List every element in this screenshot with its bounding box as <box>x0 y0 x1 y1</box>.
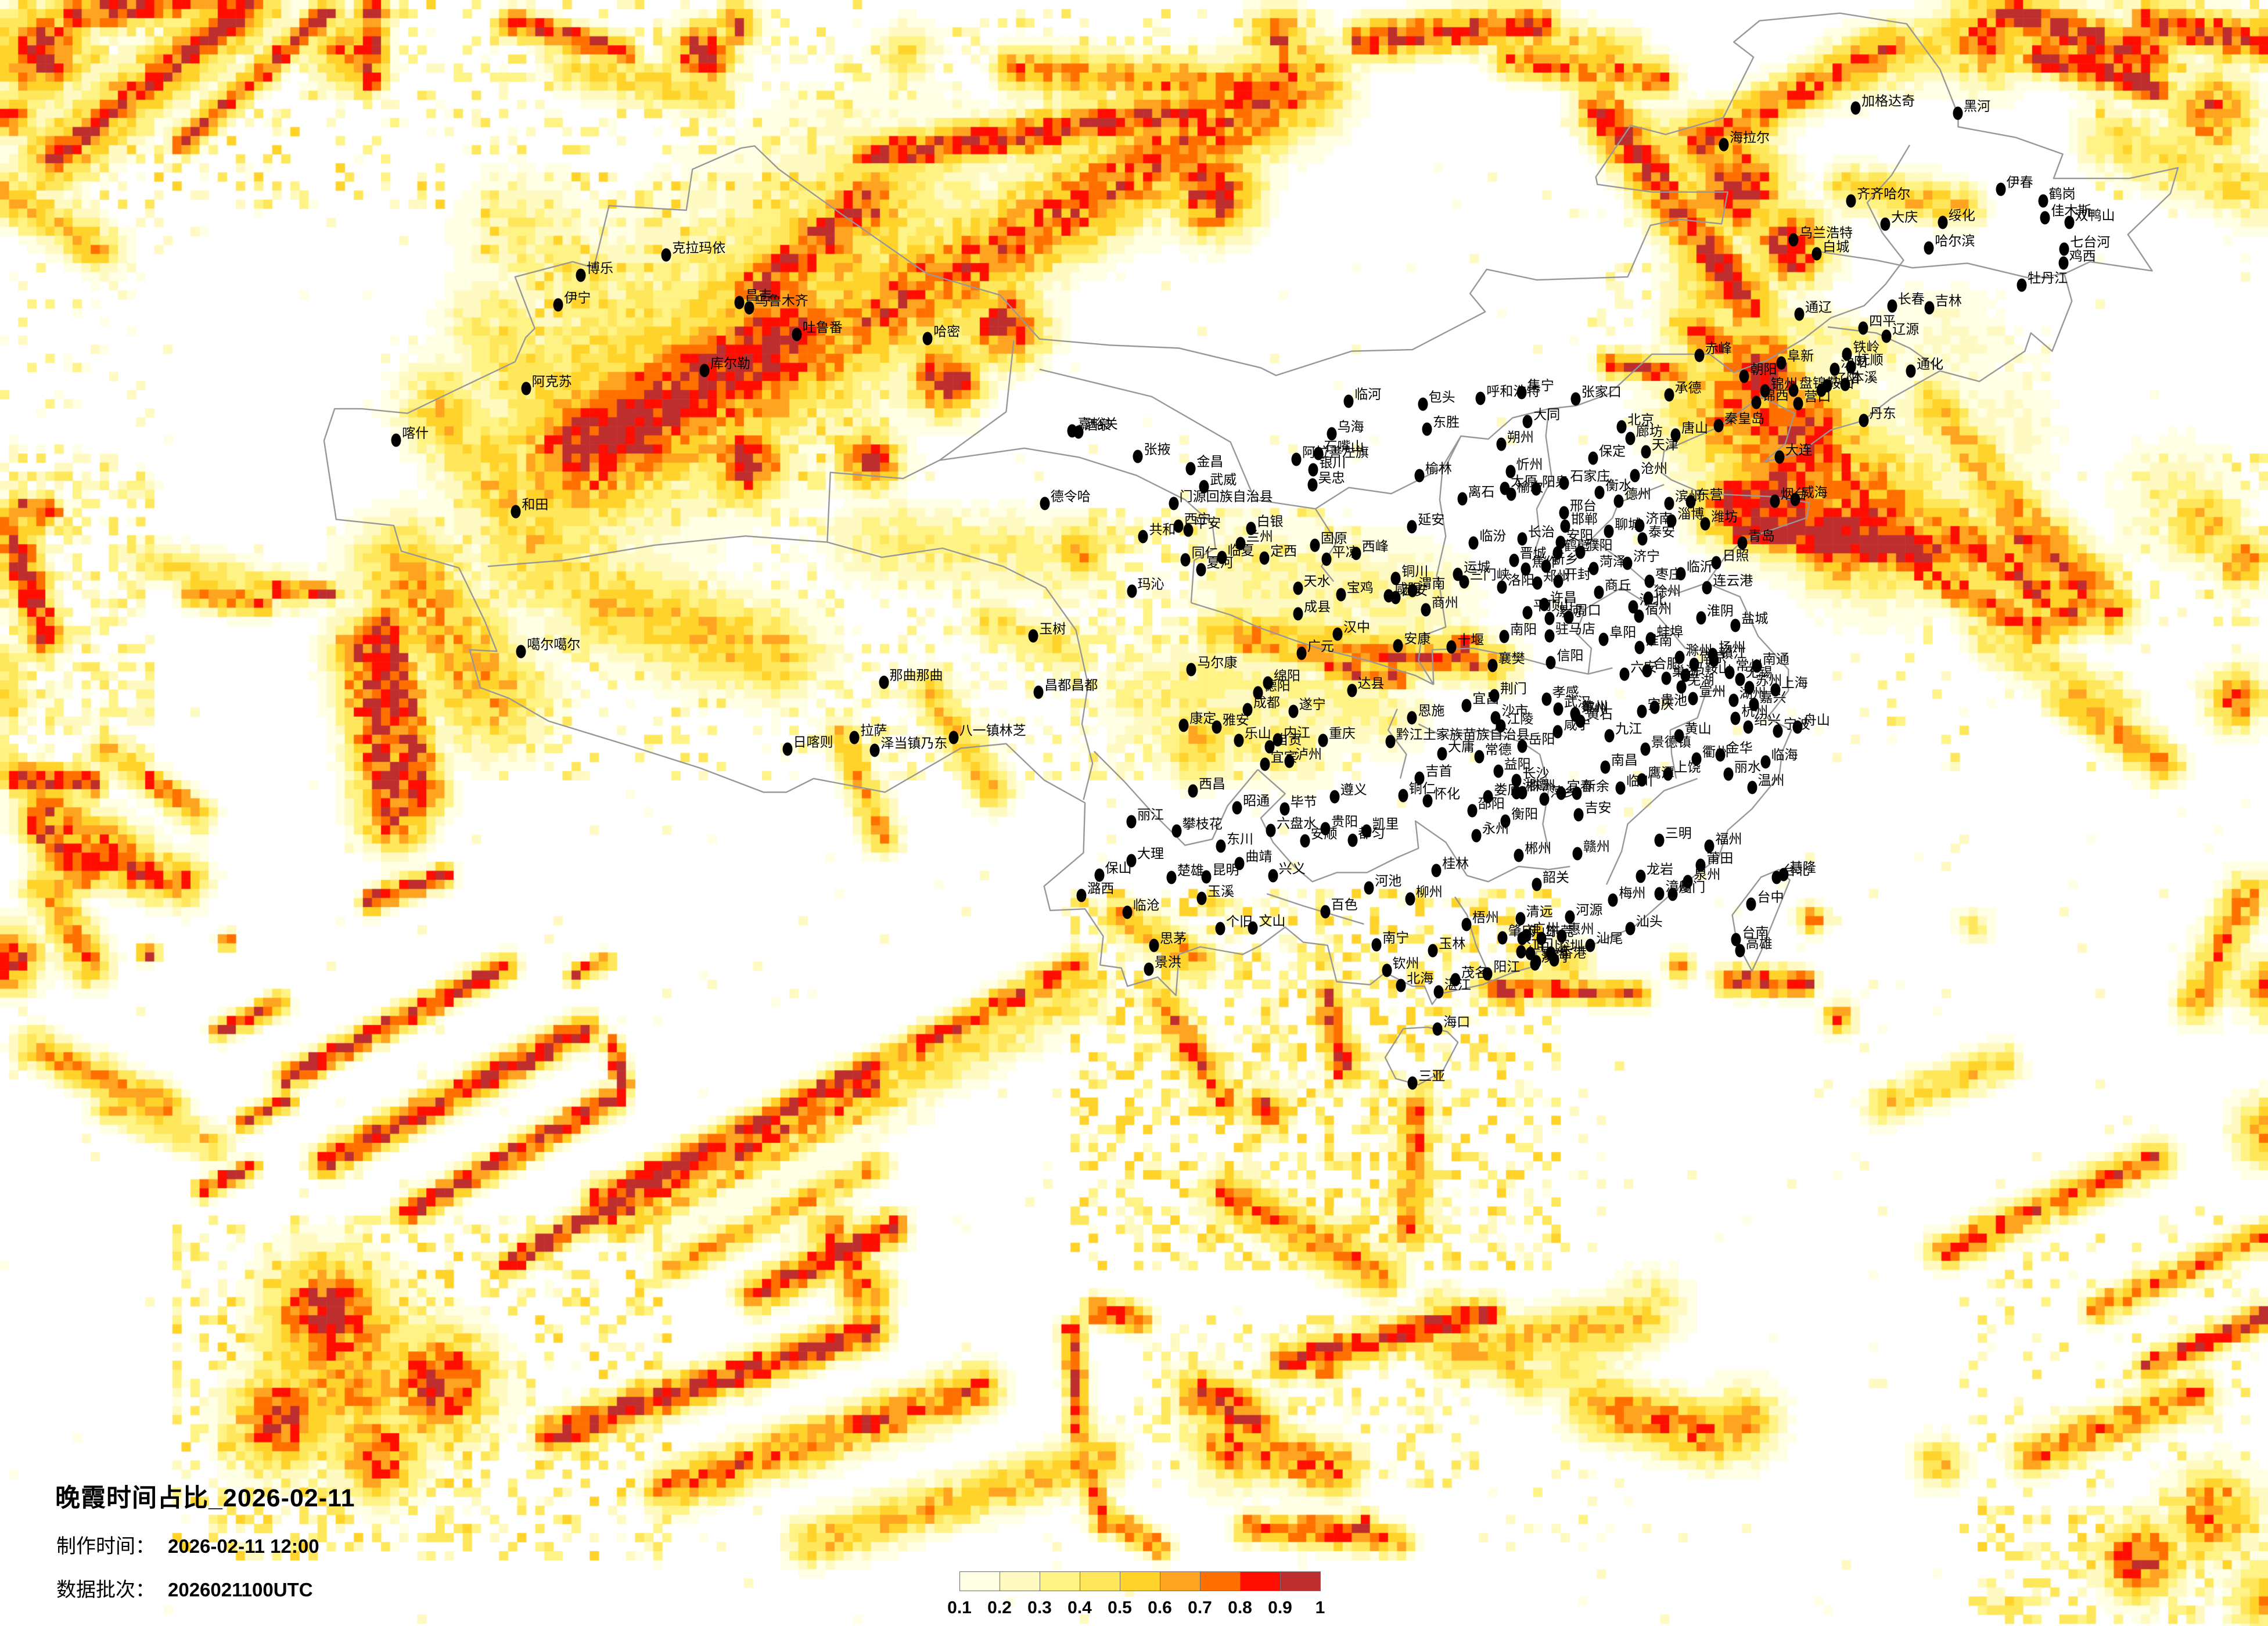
border-line <box>1257 769 1468 883</box>
border-line <box>1731 869 1791 972</box>
border-line <box>1621 587 1707 652</box>
border-line <box>1418 587 1447 685</box>
border-line <box>1039 145 1911 510</box>
border-line <box>1670 690 1725 731</box>
border-line <box>1266 893 1364 925</box>
border-line <box>1539 754 1550 852</box>
border-line <box>1191 602 1434 685</box>
border-line <box>323 12 2179 1005</box>
border-line <box>1591 538 1707 595</box>
border-line <box>1454 896 1489 973</box>
border-line <box>1669 730 1677 779</box>
data-batch-label: 数据批次： <box>56 1580 155 1601</box>
border-line <box>1467 865 1570 883</box>
production-time-label: 制作时间： <box>56 1536 155 1557</box>
border-line <box>1591 484 1665 540</box>
border-line <box>827 541 1094 800</box>
border-line <box>1533 408 1553 555</box>
border-line <box>1827 326 1940 370</box>
border-line <box>1816 250 2065 279</box>
map-title: 晚霞时间占比_2026-02-11 <box>55 1484 355 1512</box>
border-line <box>1387 708 1407 779</box>
border-line <box>1093 750 1259 846</box>
production-time-value: 2026-02-11 12:00 <box>168 1535 319 1557</box>
border-line <box>939 447 1216 603</box>
border-line <box>487 340 1015 567</box>
data-batch-value: 2026021100UTC <box>168 1579 313 1600</box>
border-line <box>1436 436 1462 588</box>
border-line <box>1431 647 1613 685</box>
border-line <box>1605 778 1698 885</box>
border-line <box>1575 587 1622 674</box>
border-line <box>1418 723 1540 755</box>
title-block: 晚霞时间占比_2026-02-11 制作时间： 2026-02-11 12:00… <box>55 1478 355 1602</box>
border-line <box>1384 1026 1459 1086</box>
border-line <box>1314 508 1338 582</box>
